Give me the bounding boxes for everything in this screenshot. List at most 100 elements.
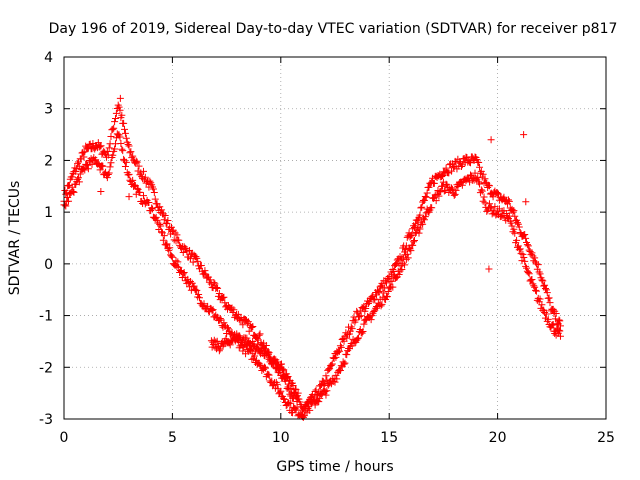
data-point — [322, 391, 330, 399]
data-point — [198, 301, 206, 309]
data-point — [532, 260, 540, 268]
data-point — [452, 186, 460, 194]
data-point — [122, 158, 130, 166]
data-point — [109, 151, 117, 159]
data-point — [121, 125, 129, 133]
data-point — [410, 236, 418, 244]
data-point — [71, 164, 79, 172]
data-point — [523, 264, 531, 272]
data-point — [156, 203, 164, 211]
data-point — [160, 232, 168, 240]
data-point — [516, 229, 524, 237]
data-point — [323, 387, 331, 395]
x-axis-label: GPS time / hours — [276, 459, 393, 475]
data-point — [494, 189, 502, 197]
data-point — [383, 293, 391, 301]
data-point — [256, 330, 264, 338]
x-tick-label: 0 — [60, 430, 69, 446]
data-point — [181, 244, 189, 252]
data-point — [65, 197, 73, 205]
data-point — [332, 371, 340, 379]
data-point — [396, 267, 404, 275]
data-point — [101, 170, 109, 178]
data-point — [321, 387, 329, 395]
data-point — [485, 265, 493, 273]
data-point — [375, 287, 383, 295]
data-point — [355, 313, 363, 321]
data-point — [256, 348, 264, 356]
x-tick-label: 20 — [489, 430, 507, 446]
data-point — [203, 274, 211, 282]
data-point — [287, 399, 295, 407]
data-point — [291, 405, 299, 413]
data-point — [285, 380, 293, 388]
data-point — [179, 249, 187, 257]
data-point — [185, 279, 193, 287]
data-point — [232, 336, 240, 344]
data-point — [136, 188, 144, 196]
data-point — [532, 286, 540, 294]
data-point — [174, 258, 182, 266]
data-point — [159, 210, 167, 218]
data-point — [438, 182, 446, 190]
data-point — [556, 322, 564, 330]
data-point — [133, 158, 141, 166]
data-point — [481, 175, 489, 183]
data-point — [539, 277, 547, 285]
data-point — [360, 320, 368, 328]
data-point — [404, 254, 412, 262]
data-point — [382, 295, 390, 303]
data-point — [159, 236, 167, 244]
data-point — [392, 274, 400, 282]
data-point — [491, 203, 499, 211]
gridlines — [64, 57, 606, 419]
data-point — [289, 382, 297, 390]
data-point — [89, 140, 97, 147]
data-point — [161, 211, 169, 219]
data-point — [261, 364, 269, 372]
data-point — [81, 148, 89, 156]
data-point — [64, 194, 72, 202]
data-point — [449, 164, 457, 172]
data-point — [373, 302, 381, 310]
data-point — [261, 363, 269, 371]
data-point — [167, 223, 175, 231]
data-point — [216, 315, 224, 323]
data-point — [258, 344, 266, 352]
x-tick-label: 10 — [272, 430, 290, 446]
data-point — [168, 253, 176, 261]
data-point — [399, 259, 407, 267]
data-point — [544, 315, 552, 323]
data-point — [382, 279, 390, 287]
data-point — [332, 353, 340, 361]
data-point — [541, 281, 549, 289]
data-point — [215, 290, 223, 298]
data-point — [154, 203, 162, 211]
data-point — [208, 306, 216, 314]
data-point — [329, 378, 337, 386]
data-point — [471, 169, 479, 177]
data-point — [105, 144, 113, 152]
data-point — [80, 153, 88, 161]
data-point — [358, 329, 366, 337]
data-point — [514, 242, 522, 250]
data-point — [519, 250, 527, 258]
data-point — [517, 250, 525, 258]
data-point — [294, 389, 302, 397]
data-point — [476, 180, 484, 188]
data-point — [425, 183, 433, 191]
x-tick-label: 5 — [168, 430, 177, 446]
data-point — [74, 174, 82, 182]
data-point — [151, 215, 159, 223]
data-point — [182, 245, 190, 253]
data-point — [378, 300, 386, 308]
data-point — [120, 119, 128, 127]
data-point — [93, 160, 101, 168]
data-point — [121, 163, 129, 171]
data-point — [374, 288, 382, 296]
data-point — [542, 310, 550, 318]
data-point — [538, 276, 546, 284]
plot-frame — [63, 56, 607, 420]
data-point — [220, 293, 228, 301]
data-point — [97, 187, 105, 195]
